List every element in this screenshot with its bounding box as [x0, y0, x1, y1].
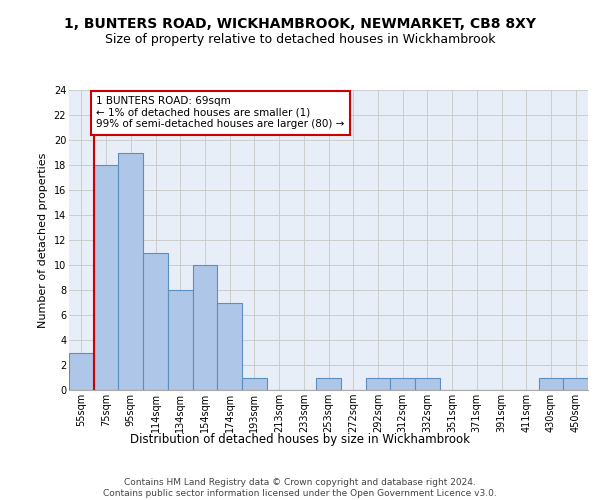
Bar [143, 252, 168, 390]
Bar [94, 165, 118, 390]
Bar [390, 378, 415, 390]
Text: Contains HM Land Registry data © Crown copyright and database right 2024.
Contai: Contains HM Land Registry data © Crown c… [103, 478, 497, 498]
Text: 1, BUNTERS ROAD, WICKHAMBROOK, NEWMARKET, CB8 8XY: 1, BUNTERS ROAD, WICKHAMBROOK, NEWMARKET… [64, 18, 536, 32]
Bar [415, 378, 440, 390]
Bar [217, 302, 242, 390]
Text: Distribution of detached houses by size in Wickhambrook: Distribution of detached houses by size … [130, 432, 470, 446]
Bar [563, 378, 588, 390]
Bar [242, 378, 267, 390]
Bar [539, 378, 563, 390]
Bar [168, 290, 193, 390]
Text: 1 BUNTERS ROAD: 69sqm
← 1% of detached houses are smaller (1)
99% of semi-detach: 1 BUNTERS ROAD: 69sqm ← 1% of detached h… [96, 96, 344, 130]
Bar [69, 352, 94, 390]
Text: Size of property relative to detached houses in Wickhambrook: Size of property relative to detached ho… [105, 32, 495, 46]
Y-axis label: Number of detached properties: Number of detached properties [38, 152, 48, 328]
Bar [365, 378, 390, 390]
Bar [316, 378, 341, 390]
Bar [118, 152, 143, 390]
Bar [193, 265, 217, 390]
